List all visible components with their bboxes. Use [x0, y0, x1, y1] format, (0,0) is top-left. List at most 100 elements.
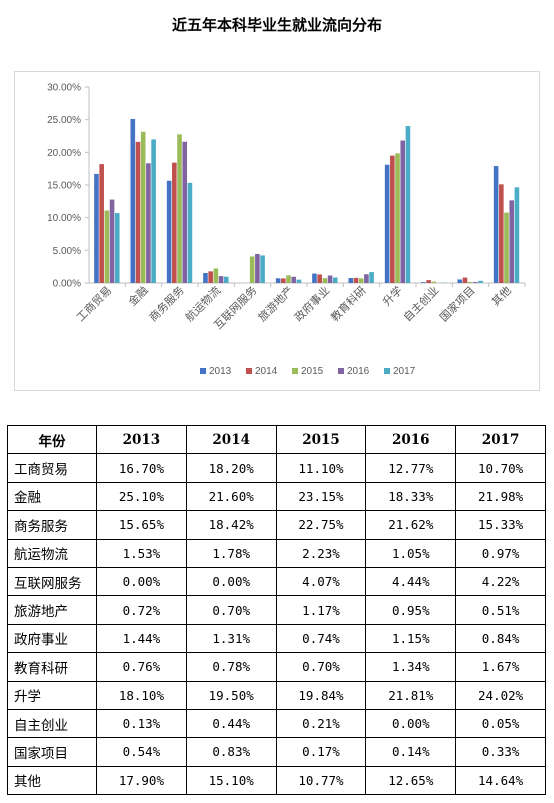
table-row: 教育科研 0.76% 0.78% 0.70% 1.34% 1.67%	[7, 652, 546, 682]
table-value-cell: 0.70%	[275, 652, 367, 682]
table-value-cell: 18.10%	[96, 680, 187, 710]
bar-2014	[208, 271, 213, 283]
bar-2013	[94, 173, 99, 283]
bar-2016	[509, 200, 515, 283]
bar-2017	[223, 276, 229, 283]
x-tick-label: 自主创业	[401, 284, 441, 324]
bar-2017	[405, 126, 411, 283]
table-value-cell: 0.17%	[275, 737, 367, 767]
bar-2016	[400, 140, 406, 283]
bar-2014	[353, 277, 359, 283]
table-value-cell: 10.70%	[455, 453, 546, 483]
table-row: 金融 25.10% 21.60% 23.15% 18.33% 21.98%	[7, 481, 546, 512]
bar-2013	[312, 273, 317, 283]
table-value-cell: 14.64%	[455, 765, 546, 796]
table-value-cell: 10.77%	[275, 765, 367, 796]
bar-2017	[114, 213, 120, 283]
table-value-cell: 1.67%	[455, 652, 546, 682]
table-value-cell: 0.74%	[275, 623, 367, 654]
table-category-cell: 旅游地产	[7, 595, 97, 625]
legend-label: 2017	[393, 366, 416, 377]
bar-2016	[182, 141, 188, 283]
y-tick-label: 0.00%	[53, 279, 81, 290]
table-value-cell: 0.13%	[96, 708, 187, 739]
bar-2013	[130, 119, 136, 283]
table-value-cell: 0.00%	[185, 566, 277, 597]
table-value-cell: 1.05%	[365, 538, 457, 568]
bar-2014	[499, 184, 504, 283]
bar-2017	[478, 280, 483, 283]
bar-2016	[291, 276, 297, 283]
bar-2015	[358, 278, 364, 283]
table-value-cell: 4.07%	[275, 566, 367, 597]
bar-2014	[462, 277, 468, 283]
table-value-cell: 4.22%	[455, 566, 546, 597]
x-tick-label: 其他	[489, 284, 514, 309]
bar-chart: 0.00% 5.00% 10.00% 15.00% 20.00% 25.00% 30.00%…	[47, 83, 526, 377]
table-category-cell: 教育科研	[7, 652, 97, 682]
y-tick-label: 10.00%	[47, 213, 81, 224]
table-row: 国家项目 0.54% 0.83% 0.17% 0.14% 0.33%	[7, 737, 546, 767]
bar-2013	[275, 278, 281, 283]
legend-swatch-2016	[338, 368, 344, 374]
table-value-cell: 1.44%	[96, 623, 187, 654]
bar-2015	[286, 275, 291, 283]
legend-label: 2013	[209, 366, 232, 377]
table-value-cell: 0.83%	[185, 737, 277, 767]
table-value-cell: 21.62%	[365, 510, 457, 540]
y-tick-label: 20.00%	[47, 148, 81, 159]
y-tick-label: 30.00%	[47, 83, 81, 94]
bar-2015	[467, 281, 473, 283]
table-value-cell: 12.65%	[365, 765, 457, 796]
data-table: 年份 2013 2014 2015 2016 2017 工商贸易 16.70% 18.20% 1…	[7, 424, 546, 796]
table-value-cell: 0.84%	[455, 623, 546, 654]
bar-2014	[317, 274, 322, 283]
bar-2016	[218, 276, 224, 283]
table-value-cell: 18.42%	[185, 510, 277, 540]
bar-2014	[390, 155, 395, 283]
bar-2013	[421, 282, 426, 283]
bar-2015	[104, 210, 110, 283]
table-value-cell: 19.84%	[275, 680, 367, 710]
bar-2016	[146, 163, 151, 283]
table-row: 升学 18.10% 19.50% 19.84% 21.81% 24.02%	[7, 680, 546, 710]
table-value-cell: 21.60%	[185, 481, 277, 512]
bar-2015	[504, 212, 509, 283]
table-category-cell: 航运物流	[7, 538, 97, 568]
table-header-cell: 2016	[365, 424, 457, 455]
bar-2016	[109, 199, 115, 283]
table-value-cell: 2.23%	[275, 538, 367, 568]
bar-2014	[135, 141, 141, 283]
table-value-cell: 25.10%	[96, 481, 187, 512]
table-category-cell: 国家项目	[7, 737, 97, 767]
y-tick-label: 25.00%	[47, 115, 81, 126]
table-value-cell: 17.90%	[96, 765, 187, 796]
bar-2017	[151, 139, 156, 283]
bar-2013	[384, 164, 390, 283]
table-category-cell: 升学	[7, 680, 97, 710]
table-header-cell: 2017	[455, 424, 546, 455]
table-value-cell: 0.78%	[185, 652, 277, 682]
bar-2013	[166, 180, 172, 283]
table-value-cell: 21.81%	[365, 680, 457, 710]
legend-swatch-2014	[246, 368, 252, 374]
table-value-cell: 18.33%	[365, 481, 457, 512]
x-tick-label: 升学	[379, 283, 404, 308]
legend-swatch-2013	[200, 368, 206, 374]
table-category-cell: 商务服务	[7, 510, 97, 540]
bar-2014	[172, 162, 177, 283]
table-value-cell: 0.72%	[96, 595, 187, 625]
table-category-cell: 政府事业	[7, 623, 97, 654]
table-value-cell: 0.14%	[365, 737, 457, 767]
table-value-cell: 0.95%	[365, 595, 457, 625]
y-tick-label: 15.00%	[47, 181, 81, 192]
legend-swatch-2017	[384, 368, 390, 374]
bar-2015	[177, 134, 182, 283]
table-category-cell: 其他	[7, 765, 97, 796]
table-value-cell: 1.78%	[185, 538, 277, 568]
bar-2017	[332, 277, 338, 283]
legend-swatch-2015	[292, 368, 298, 374]
table-value-cell: 19.50%	[185, 680, 277, 710]
table-value-cell: 21.98%	[455, 481, 546, 512]
bar-2017	[260, 255, 265, 283]
